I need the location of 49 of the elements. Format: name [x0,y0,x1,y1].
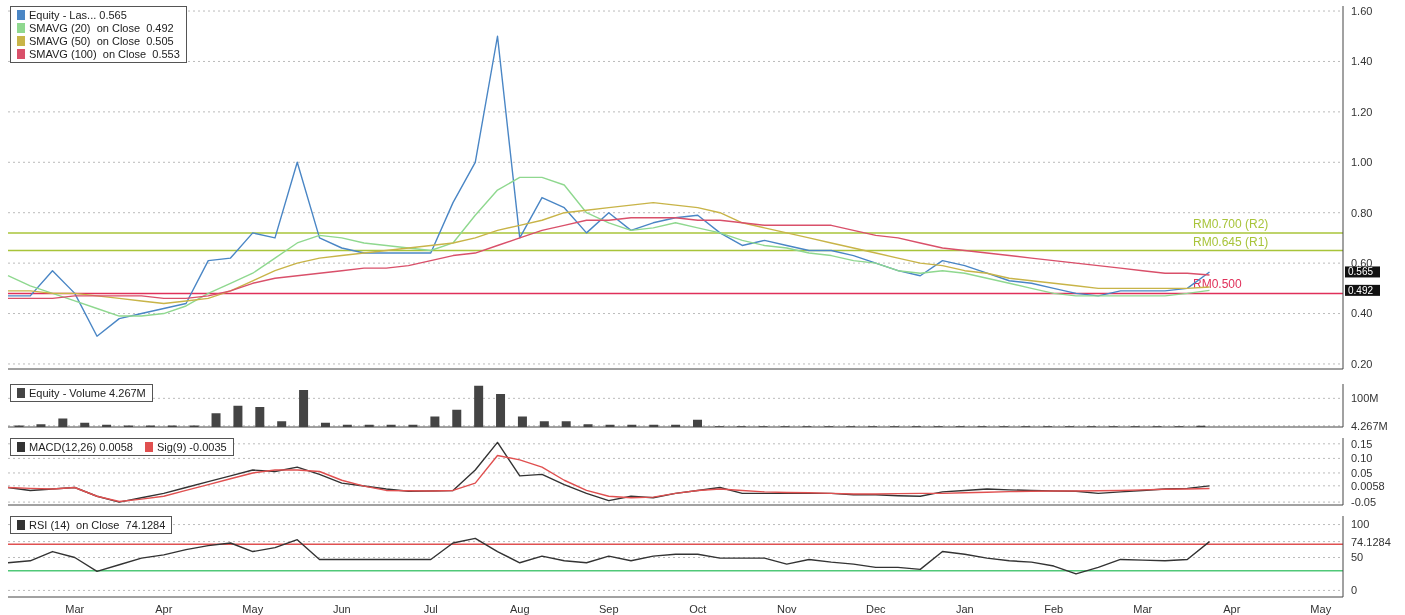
x-tick-label: Apr [1223,602,1241,615]
ref-line-label: RM0.700 (R2) [1193,216,1269,231]
legend-box: Equity - Volume 4.267M [10,384,153,402]
y-tick-label: 50 [1351,551,1364,564]
legend-label: Sig(9) -0.0035 [156,441,227,453]
y-tick-label: 0.05 [1351,466,1373,479]
y-tick-label: 1.60 [1351,4,1373,17]
y-tick-label: -0.05 [1351,495,1377,508]
x-tick-label: Dec [865,602,887,615]
legend-label: RSI (14) on Close 74.1284 [29,519,166,531]
x-tick-label: Jun [332,602,351,615]
legend-label: SMAVG (50) on Close 0.505 [29,35,174,47]
y-tick-label: 0.0058 [1351,479,1385,492]
annotation: 0.492 [1348,284,1374,296]
y-tick-label: 100 [1351,518,1370,531]
legend-label: SMAVG (100) on Close 0.553 [29,48,180,60]
legend-label: MACD(12,26) 0.0058 [29,441,133,453]
legend-label: SMAVG (20) on Close 0.492 [29,22,174,34]
y-tick-label: 0.20 [1351,357,1373,370]
y-tick-label: 0.15 [1351,437,1373,450]
x-tick-label: Oct [689,602,707,615]
y-tick-label: 1.20 [1351,105,1373,118]
x-tick-label: Jul [423,602,438,615]
y-tick-label: 0.80 [1351,206,1373,219]
y-tick-label: 100M [1351,392,1379,405]
x-tick-label: Aug [509,602,530,615]
ref-line-label: RM0.645 (R1) [1193,234,1269,249]
y-tick-label: 0 [1351,584,1358,597]
x-tick-label: Jan [955,602,974,615]
x-tick-label: Nov [776,602,798,615]
y-tick-label: 4.267M [1351,419,1388,432]
y-tick-label: 1.40 [1351,55,1373,68]
y-tick-label: 1.00 [1351,156,1373,169]
legend-box: RSI (14) on Close 74.1284 [10,516,173,534]
legend-label: Equity - Las... 0.565 [29,9,127,21]
x-tick-label: May [242,602,264,615]
x-tick-label: Mar [65,602,85,615]
y-tick-label: 0.10 [1351,452,1373,465]
y-tick-label: 0.40 [1351,307,1373,320]
legend-label: Equity - Volume 4.267M [29,387,146,399]
line-series [7,454,1211,503]
ref-line-label: RM0.500 [1193,277,1243,292]
line-series [7,537,1211,575]
y-tick-label: 74.1284 [1351,535,1391,548]
x-tick-label: Sep [598,602,619,615]
x-tick-label: Feb [1044,602,1064,615]
x-tick-label: Apr [155,602,173,615]
x-tick-label: May [1310,602,1332,615]
x-tick-label: Mar [1133,602,1153,615]
